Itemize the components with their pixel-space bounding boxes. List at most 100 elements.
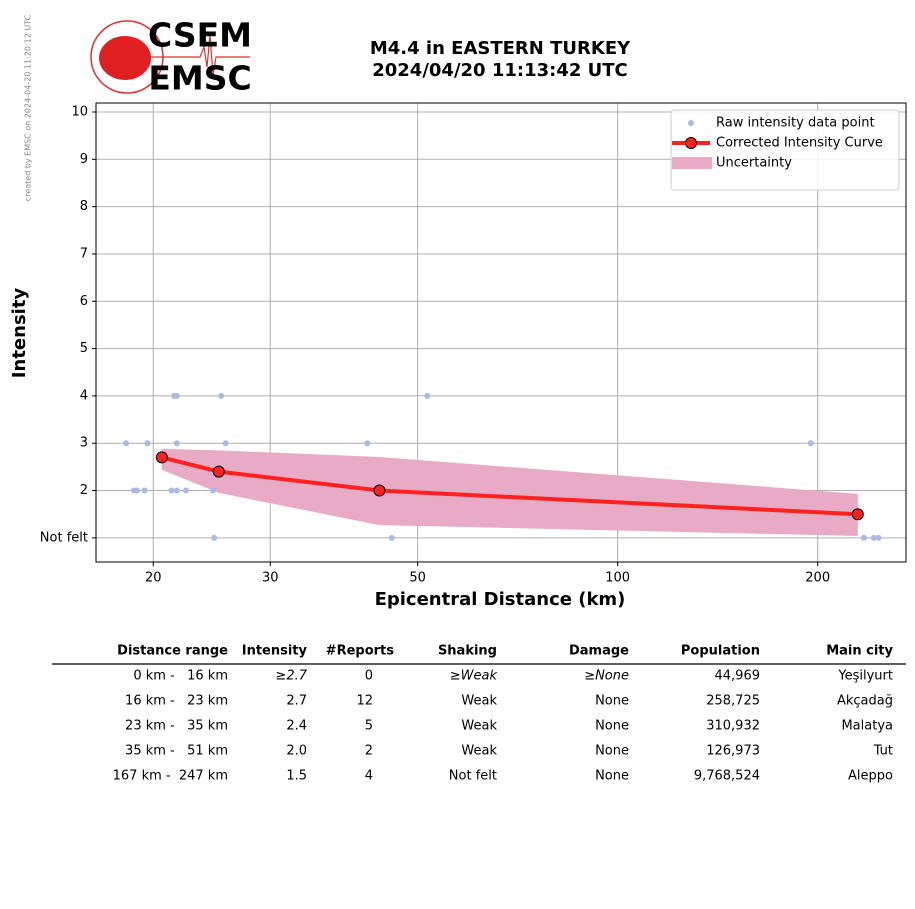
x-tick-label: 50 [409,571,426,586]
table-cell: 5 [365,719,373,734]
logo-wave [150,34,250,76]
column-header: Main city [826,644,893,659]
chart-title: M4.4 in EASTERN TURKEY [370,38,631,59]
raw-point [211,534,218,541]
legend-box [670,109,900,191]
table-cell: 258,725 [706,694,760,709]
raw-point [182,487,189,494]
column-header: Distance range [117,644,228,659]
y-axis-label: Intensity [9,288,30,379]
table-cell: 23 km - 35 km [125,719,228,734]
column-header: Intensity [242,644,308,659]
raw-point [388,534,395,541]
plot-area: 20 30 50 100 200 Not felt 2 3 4 5 6 7 8 9 10 Raw intens… [40,102,907,586]
table-cell: 126,973 [706,744,760,759]
y-tick-label: 6 [80,294,88,309]
raw-point [173,392,180,399]
uncertainty-band [161,448,858,536]
logo-bottom: EMSC [148,59,251,98]
x-tick-label: 200 [805,571,830,586]
table-cell: Tut [873,744,893,759]
table-cell: 35 km - 51 km [125,744,228,759]
raw-point [173,440,180,447]
table-cell: Malatya [841,719,893,734]
table-cell: 167 km - 247 km [113,769,228,784]
column-header: #Reports [326,644,395,659]
logo-map [99,36,151,80]
table-cell: 2.0 [286,744,307,759]
raw-point [424,392,431,399]
raw-point [860,534,867,541]
table-cell: Not felt [449,769,497,784]
y-tick-label: 3 [80,436,88,451]
table-cell: Aleppo [848,769,893,784]
table-cell: Weak [461,719,497,734]
table-cell: 4 [365,769,373,784]
curve-point [155,451,168,464]
legend-label: Corrected Intensity Curve [716,136,883,151]
y-tick-label: 9 [80,152,88,167]
curve-point [851,508,864,521]
table-cell: Weak [461,694,497,709]
raw-point [870,534,877,541]
x-axis-label: Epicentral Distance (km) [375,589,626,610]
table-cell: 2.4 [286,719,307,734]
table-cell: ≥None [584,669,629,684]
table-cell: 16 km - 23 km [125,694,228,709]
table-cell: Yeşilyurt [837,669,893,684]
y-tick-label: 8 [80,199,88,214]
table-cell: 1.5 [286,769,307,784]
y-tick-label: Not felt [40,530,88,545]
raw-point [141,487,148,494]
legend-key [672,157,712,169]
curve-point [373,484,386,497]
raw-point [133,487,140,494]
side-note: created by EMSC on 2024-04-20 11:20:12 U… [24,14,33,201]
raw-point [875,534,882,541]
raw-point [144,440,151,447]
raw-point [123,440,130,447]
x-tick-label: 100 [605,571,630,586]
raw-point [222,440,229,447]
raw-point [173,487,180,494]
table-cell: ≥2.7 [275,669,307,684]
logo: CSEM EMSC [90,16,252,98]
y-tick-label: 4 [80,388,88,403]
table-cell: 2.7 [286,694,307,709]
raw-point [210,487,217,494]
x-tick-label: 30 [262,571,279,586]
curve-line [161,455,858,517]
plot-frame [95,102,907,563]
legend-key [688,120,694,126]
chart-subtitle: 2024/04/20 11:13:42 UTC [372,60,628,81]
curve-point [212,465,225,478]
legend-key [685,137,697,149]
table-cell: None [595,719,629,734]
raw-point [807,440,814,447]
table-cell: Akçadağ [837,694,893,709]
table-cell: 0 [365,669,373,684]
table-cell: Weak [461,744,497,759]
column-header: Damage [569,644,629,659]
table-cell: None [595,744,629,759]
legend: Raw intensity data point Corrected Intens… [670,109,900,191]
table-cell: 0 km - 16 km [133,669,228,684]
legend-label: Raw intensity data point [716,116,875,131]
table-cell: 44,969 [715,669,761,684]
table-cell: 310,932 [706,719,760,734]
raw-point [168,487,175,494]
column-header: Population [681,644,760,659]
y-tick-label: 10 [71,104,88,119]
legend-label: Uncertainty [716,156,792,171]
table-cell: None [595,769,629,784]
table-cell: None [595,694,629,709]
summary-table: Distance range Intensity #Reports Shaking Da… [52,644,906,784]
y-tick-label: 7 [80,246,88,261]
x-tick-label: 20 [145,571,162,586]
raw-point [364,440,371,447]
y-tick-label: 5 [80,341,88,356]
table-cell: 9,768,524 [694,769,760,784]
y-tick-label: 2 [80,483,88,498]
